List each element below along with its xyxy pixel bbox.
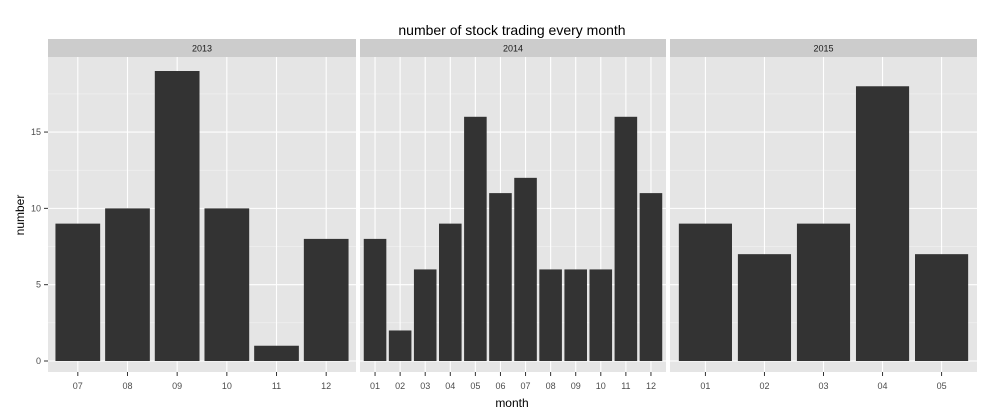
bar-2013-09 <box>154 71 200 361</box>
bar-2014-03 <box>413 269 437 361</box>
y-tick-label: 10 <box>31 203 41 213</box>
bar-2014-01 <box>363 238 387 361</box>
bar-2013-08 <box>105 208 150 361</box>
bar-2015-01 <box>678 223 732 361</box>
y-axis: 0 5 10 15 <box>31 127 48 366</box>
x-tick-label: 09 <box>571 381 581 391</box>
bar-2015-05 <box>915 254 969 361</box>
bar-2014-11 <box>614 116 638 361</box>
x-tick-label: 04 <box>445 381 455 391</box>
bar-2013-07 <box>55 223 101 361</box>
y-tick-label: 5 <box>36 280 41 290</box>
x-tick-label: 05 <box>470 381 480 391</box>
x-tick-label: 09 <box>172 381 182 391</box>
x-tick-label: 03 <box>420 381 430 391</box>
chart-title: number of stock trading every month <box>398 22 625 38</box>
x-tick-label: 01 <box>700 381 710 391</box>
bar-2013-11 <box>254 345 299 361</box>
x-tick-label: 12 <box>321 381 331 391</box>
facet-panels: 2013 07 08 09 10 11 12 2014 01 02 03 04 05 06 07 08 09 10… <box>48 39 977 391</box>
facet-strip-label: 2015 <box>813 44 833 54</box>
x-tick-label: 05 <box>937 381 947 391</box>
facet-strip <box>360 39 666 57</box>
facet-panel-2014: 2014 01 02 03 04 05 06 07 08 09 10 11 12 <box>360 39 666 391</box>
bar-2015-03 <box>796 223 851 361</box>
x-tick-label: 08 <box>122 381 132 391</box>
facet-strip-label: 2014 <box>503 44 523 54</box>
facet-panel-2015: 2015 01 02 03 04 05 <box>670 39 977 391</box>
x-tick-label: 01 <box>370 381 380 391</box>
bar-2014-05 <box>464 116 487 361</box>
facet-strip <box>48 39 356 57</box>
x-tick-label: 03 <box>818 381 828 391</box>
bar-2014-09 <box>564 269 587 361</box>
x-tick-label: 12 <box>646 381 656 391</box>
bar-2014-08 <box>539 269 562 361</box>
x-tick-label: 07 <box>521 381 531 391</box>
bar-2014-07 <box>514 177 537 361</box>
bar-2014-02 <box>388 330 412 361</box>
facet-strip <box>670 39 977 57</box>
x-tick-label: 08 <box>546 381 556 391</box>
bar-2013-12 <box>303 238 349 361</box>
y-axis-title: number <box>13 195 27 236</box>
x-tick-label: 11 <box>272 381 281 391</box>
bar-2015-04 <box>855 86 910 362</box>
y-tick-label: 15 <box>31 127 41 137</box>
bar-2015-02 <box>737 254 792 361</box>
x-tick-label: 10 <box>222 381 232 391</box>
x-tick-label: 02 <box>395 381 405 391</box>
bar-2014-12 <box>639 193 663 361</box>
y-tick-label: 0 <box>36 356 41 366</box>
facet-panel-2013: 2013 07 08 09 10 11 12 <box>48 39 356 391</box>
x-tick-label: 11 <box>621 381 630 391</box>
x-tick-label: 02 <box>759 381 769 391</box>
bar-2014-06 <box>489 193 512 361</box>
bar-2013-10 <box>204 208 250 361</box>
x-tick-label: 06 <box>495 381 505 391</box>
x-tick-label: 07 <box>73 381 83 391</box>
facet-strip-label: 2013 <box>192 44 212 54</box>
bar-2014-04 <box>439 223 462 361</box>
bar-2014-10 <box>589 269 613 361</box>
x-tick-label: 10 <box>596 381 606 391</box>
x-tick-label: 04 <box>878 381 888 391</box>
x-axis-title: month <box>495 396 528 410</box>
